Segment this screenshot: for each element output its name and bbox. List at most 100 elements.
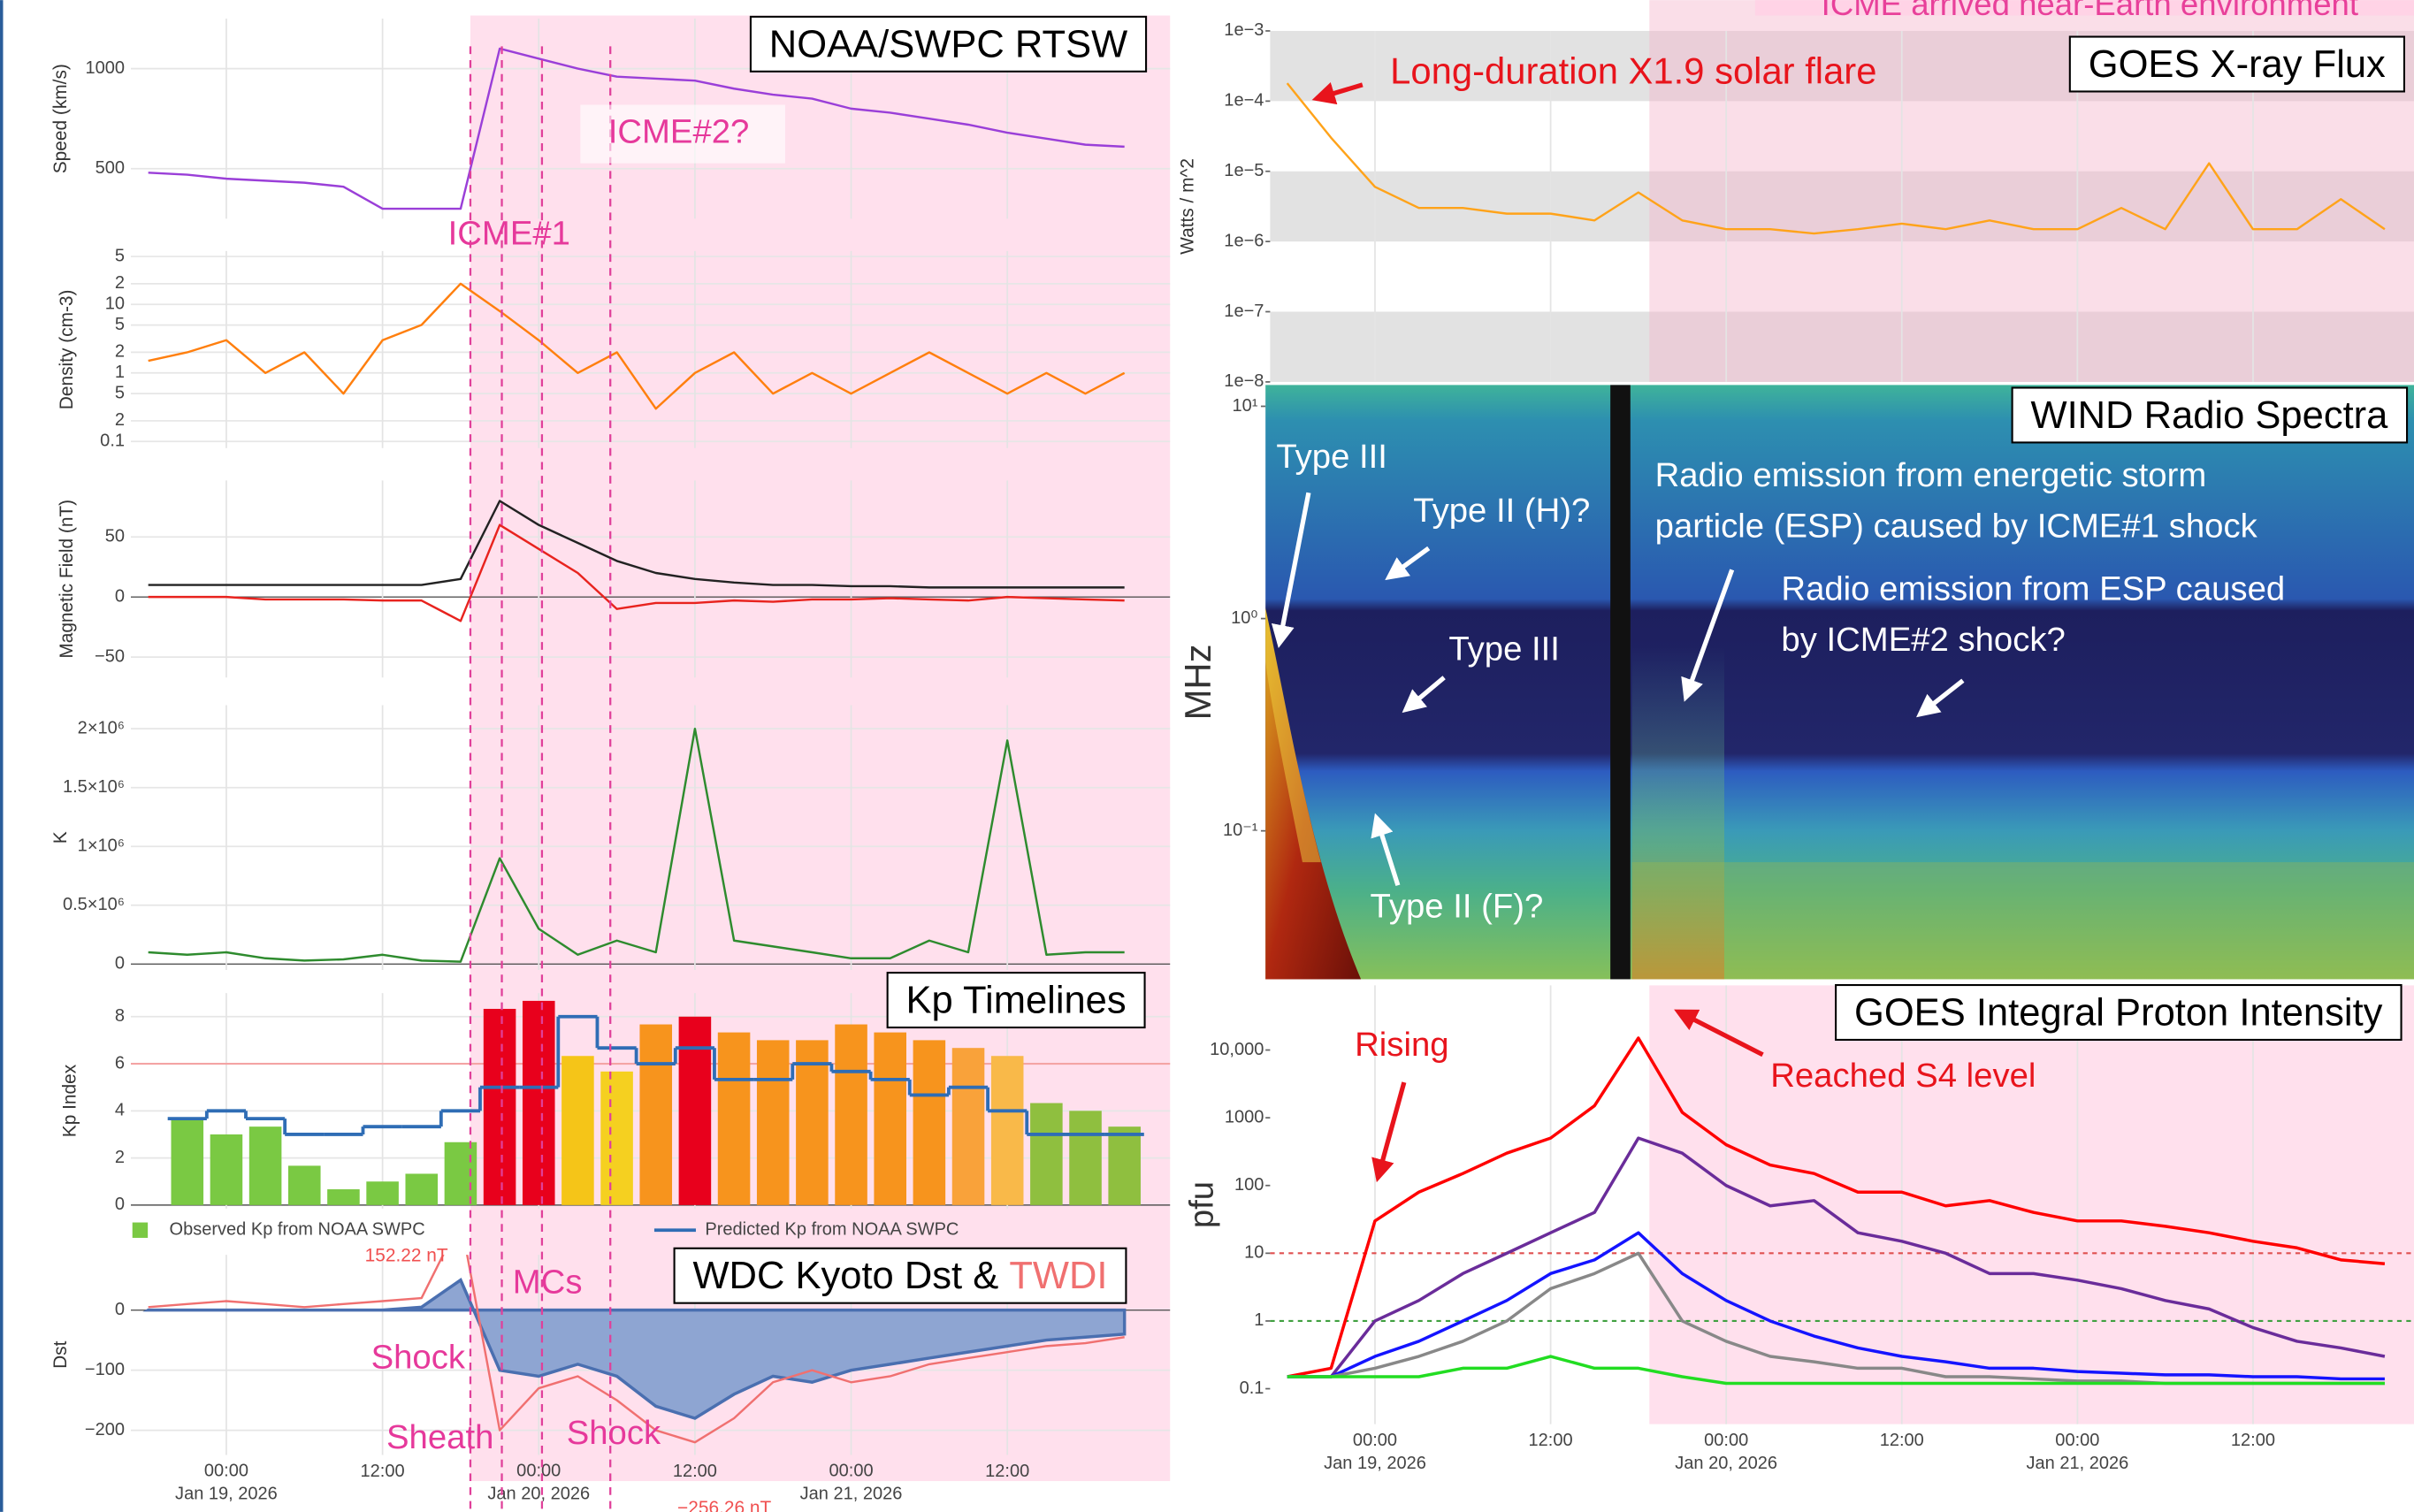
panel-title: NOAA/SWPC RTSW (769, 23, 1127, 65)
y-tick-label: 2 (115, 342, 125, 362)
y-tick-label: 10⁻¹ (1223, 821, 1258, 840)
line (1287, 1355, 2385, 1386)
line (1287, 1231, 2385, 1381)
bar (210, 1134, 243, 1205)
legend-swatch (132, 1222, 149, 1238)
annotation: Radio emission from ESP caused by ICME#2 … (1781, 570, 2285, 659)
line (148, 727, 1125, 963)
title-box (749, 15, 1148, 73)
y-tick-label: 1e−6 (1224, 231, 1264, 250)
panel-title-text: Kp Timelines (906, 979, 1127, 1021)
line (1286, 82, 2386, 235)
x-tick-label: 12:00 (673, 1462, 717, 1481)
y-axis-title: pfu (1183, 1181, 1221, 1228)
bar (990, 1056, 1024, 1205)
y-tick-label: −100 (85, 1360, 125, 1379)
x-tick-label: 00:00 Jan 21, 2026 (800, 1462, 903, 1504)
y-tick-label: 100 (1234, 1175, 1264, 1195)
bar (444, 1142, 477, 1205)
bar (717, 1032, 751, 1205)
class-band (1270, 311, 2414, 382)
annotation: MCs (513, 1263, 583, 1301)
legend-label: Observed Kp from NOAA SWPC (170, 1220, 425, 1240)
annotation: ICME#2? (608, 113, 750, 151)
arrow (1681, 569, 1735, 702)
bar (1108, 1126, 1141, 1205)
line (1287, 1036, 2386, 1378)
annotation-bg (1754, 0, 2414, 16)
panel-title-accent: TWDI (1009, 1255, 1107, 1297)
legend-label: Predicted Kp from NOAA SWPC (705, 1220, 959, 1240)
series-group (148, 500, 1125, 622)
area (142, 1278, 1127, 1420)
shade-annotation: ICME arrived near-Earth environment (1822, 0, 2358, 22)
y-tick-label: 1000 (1225, 1107, 1264, 1126)
x-tick-label: 00:00 Jan 19, 2026 (1324, 1431, 1426, 1473)
x-tick-label: 12:00 (985, 1462, 1029, 1481)
annotation: −256.26 nT (677, 1498, 771, 1512)
series-group (148, 47, 1125, 210)
y-axis-title: Dst (50, 1340, 71, 1369)
arrow (1311, 82, 1364, 105)
line (148, 500, 1125, 589)
panel-title: GOES Integral Proton Intensity (1854, 991, 2383, 1034)
y-tick-label: 5 (115, 246, 125, 265)
y-tick-label: 1000 (85, 58, 125, 78)
y-tick-label: 1 (1254, 1310, 1264, 1330)
bar (405, 1173, 439, 1205)
panel-title-text: GOES Integral Proton Intensity (1854, 991, 2383, 1034)
annotation: Shock (567, 1414, 661, 1452)
y-tick-label: 500 (95, 158, 125, 178)
series-group (142, 1255, 1127, 1444)
x-tick-label: 12:00 (361, 1462, 405, 1481)
title-box (673, 1247, 1127, 1304)
y-tick-label: 1e−7 (1224, 302, 1264, 321)
annotation: Long-duration X1.9 solar flare (1390, 50, 1876, 92)
title-box (2011, 386, 2409, 444)
y-tick-label: 5 (115, 315, 125, 334)
arrow (1271, 492, 1311, 649)
annotation: 152.22 nT (365, 1245, 448, 1265)
annotation: Shock (371, 1339, 466, 1377)
annotation: ICME#1 (448, 215, 570, 253)
y-tick-label: 1e−5 (1224, 161, 1264, 180)
y-axis-title: Density (cm-3) (57, 290, 77, 410)
y-axis-title: Magnetic Field (nT) (57, 500, 77, 659)
y-tick-label: 1e−4 (1224, 91, 1264, 111)
annotation: Type III (1448, 630, 1560, 668)
bar (248, 1126, 282, 1205)
title-box (1835, 983, 2403, 1042)
series-group (167, 1000, 1144, 1205)
y-tick-label: 0 (115, 1195, 125, 1214)
annotation-bg (580, 104, 785, 164)
x-tick-label: 00:00 Jan 21, 2026 (2026, 1431, 2128, 1473)
arrow (1674, 1009, 1764, 1058)
annotation: Reached S4 level (1770, 1057, 2036, 1095)
icme-shade (470, 15, 1171, 1482)
y-tick-label: 1e−3 (1224, 20, 1264, 40)
panel-title-text: WIND Radio Spectra (2031, 393, 2389, 436)
title-box (886, 972, 1146, 1029)
title-box (2068, 35, 2406, 93)
arrow (1371, 813, 1401, 887)
y-axis-title: Watts / m^2 (1178, 158, 1198, 255)
y-axis-title: Kp Index (60, 1064, 80, 1137)
annotation: Sheath (386, 1418, 493, 1456)
annotation: Type II (H)? (1413, 492, 1590, 530)
y-tick-label: 4 (115, 1101, 125, 1120)
panel-title: WDC Kyoto Dst & TWDI (692, 1255, 1107, 1297)
bar (522, 1000, 555, 1205)
x-tick-label: 12:00 (2231, 1431, 2275, 1450)
y-tick-label: 10 (105, 294, 125, 314)
annotation: Radio emission from energetic storm parti… (1655, 456, 2258, 545)
y-tick-label: 1×10⁶ (78, 836, 125, 856)
bar (1030, 1103, 1063, 1205)
bar (913, 1040, 946, 1205)
bar (835, 1024, 867, 1205)
y-tick-label: 8 (115, 1006, 125, 1026)
bar (951, 1048, 985, 1205)
y-tick-label: 2 (115, 273, 125, 293)
y-tick-label: 10¹ (1233, 396, 1258, 416)
y-tick-label: 10⁰ (1231, 608, 1257, 628)
